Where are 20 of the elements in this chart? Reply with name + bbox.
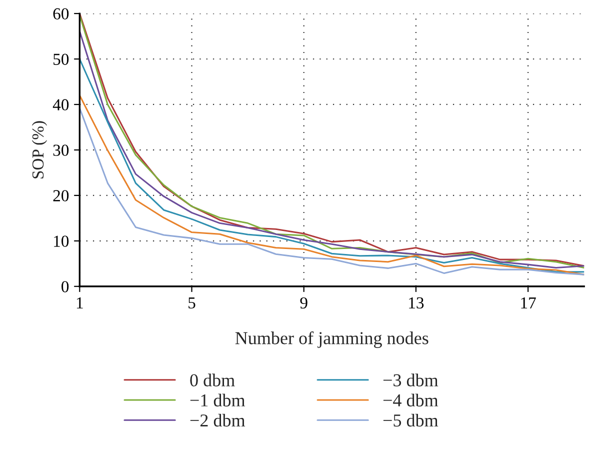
- y-tick-label: 50: [54, 54, 69, 65]
- legend-label: −5 dbm: [383, 414, 438, 427]
- x-tick-label: 9: [300, 297, 308, 309]
- y-tick-label: 60: [53, 8, 69, 20]
- x-tick-label: 5: [188, 297, 196, 309]
- legend-label: −1 dbm: [190, 394, 246, 406]
- x-tick-label: 13: [409, 297, 424, 309]
- legend-label: −4 dbm: [383, 394, 438, 406]
- legend-label: −3 dbm: [383, 374, 438, 386]
- x-axis-title: Number of jamming nodes: [235, 331, 428, 348]
- legend-label: 0 dbm: [190, 374, 235, 386]
- y-tick-label: 0: [62, 281, 69, 292]
- y-tick-label: 30: [53, 144, 69, 156]
- x-tick-label: 1: [76, 297, 83, 308]
- y-axis-title: SOP (%): [32, 121, 48, 178]
- y-tick-label: 20: [53, 190, 69, 202]
- legend-label: −2 dbm: [190, 414, 246, 427]
- y-tick-label: 10: [54, 236, 69, 247]
- y-tick-label: 40: [52, 99, 69, 110]
- x-tick-label: 17: [521, 297, 536, 308]
